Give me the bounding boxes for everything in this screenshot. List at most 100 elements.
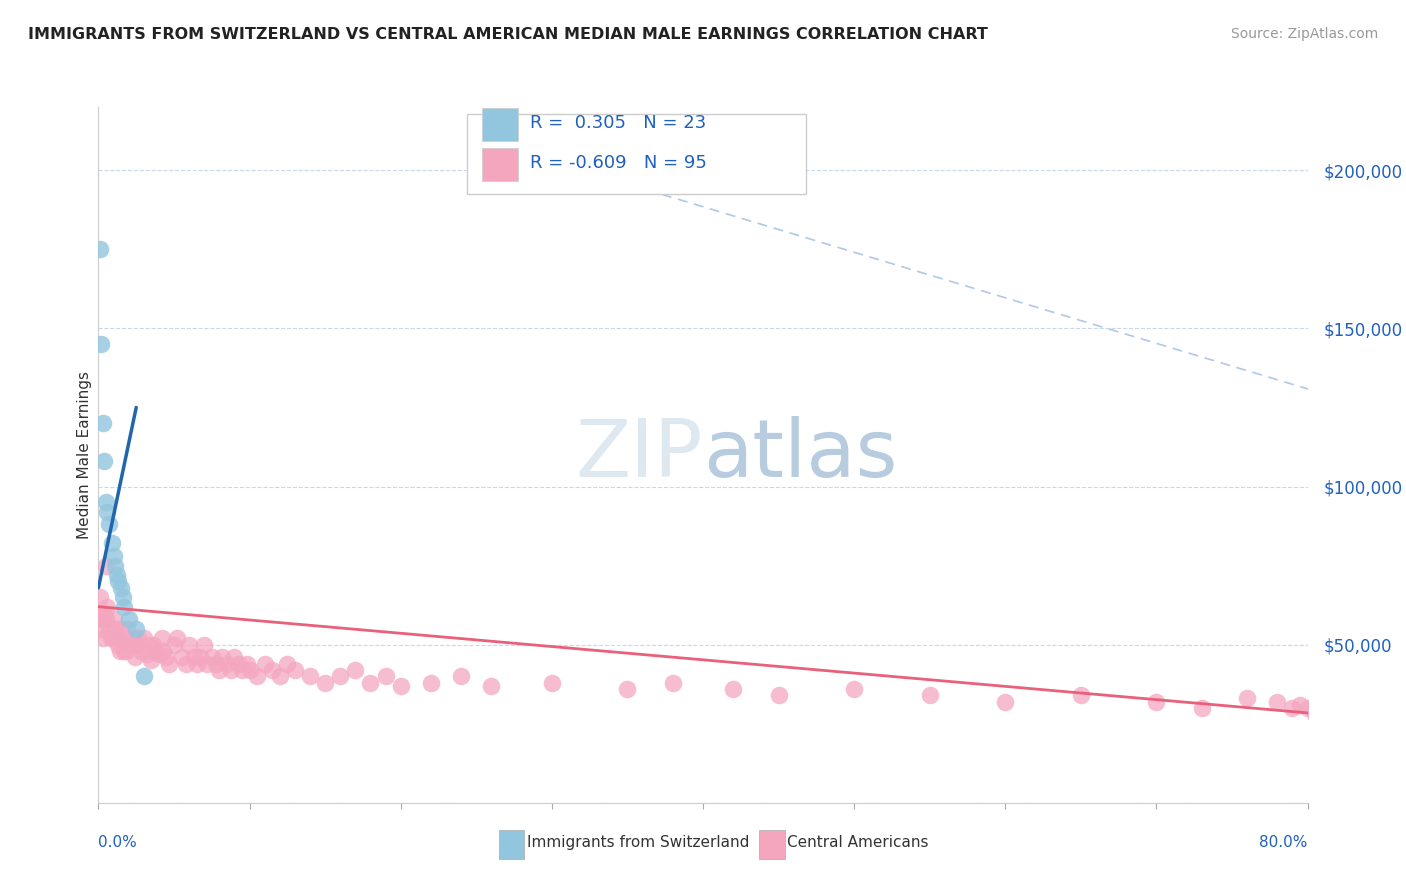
Point	[1281, 701, 1303, 715]
Point	[107, 574, 129, 589]
Point	[768, 688, 790, 702]
Point	[329, 669, 352, 683]
Point	[269, 669, 291, 683]
Point	[110, 581, 132, 595]
Point	[224, 650, 246, 665]
Point	[91, 417, 114, 431]
Point	[183, 650, 205, 665]
Point	[215, 657, 238, 671]
Point	[299, 669, 322, 683]
Point	[145, 644, 167, 658]
Point	[136, 638, 159, 652]
Point	[103, 612, 125, 626]
Point	[481, 679, 503, 693]
Point	[1144, 695, 1167, 709]
Point	[253, 657, 276, 671]
Point	[1191, 701, 1213, 715]
Point	[540, 675, 562, 690]
Point	[96, 599, 118, 614]
Point	[201, 650, 224, 665]
Point	[90, 612, 112, 626]
Point	[389, 679, 412, 693]
Point	[221, 663, 243, 677]
Point	[1265, 695, 1288, 709]
Point	[844, 681, 866, 696]
Point	[159, 657, 181, 671]
Point	[115, 622, 138, 636]
Point	[93, 606, 115, 620]
Point	[90, 622, 112, 636]
Point	[174, 657, 197, 671]
Point	[90, 337, 112, 351]
Point	[205, 657, 228, 671]
Point	[104, 558, 127, 573]
Point	[1303, 707, 1326, 722]
Point	[152, 644, 174, 658]
Point	[98, 517, 121, 532]
Point	[89, 606, 111, 620]
Point	[89, 591, 111, 605]
Point	[89, 243, 111, 257]
Point	[111, 591, 134, 605]
Text: R =  0.305   N = 23: R = 0.305 N = 23	[530, 113, 706, 132]
Point	[132, 669, 155, 683]
Point	[195, 657, 218, 671]
Point	[132, 632, 155, 646]
Point	[100, 632, 122, 646]
Point	[374, 669, 396, 683]
Point	[344, 663, 367, 677]
Point	[118, 638, 141, 652]
Text: Central Americans: Central Americans	[787, 836, 929, 850]
Text: Immigrants from Switzerland: Immigrants from Switzerland	[527, 836, 749, 850]
Point	[94, 612, 117, 626]
Point	[122, 632, 145, 646]
Point	[94, 558, 117, 573]
Point	[101, 632, 124, 646]
Point	[228, 657, 250, 671]
Point	[450, 669, 472, 683]
Point	[91, 632, 114, 646]
FancyBboxPatch shape	[467, 114, 806, 194]
Point	[208, 663, 231, 677]
FancyBboxPatch shape	[482, 108, 517, 142]
Point	[150, 632, 173, 646]
Point	[186, 657, 208, 671]
Point	[125, 622, 148, 636]
Y-axis label: Median Male Earnings: Median Male Earnings	[77, 371, 91, 539]
Point	[125, 638, 148, 652]
Point	[112, 644, 135, 658]
Point	[1289, 698, 1312, 712]
Text: 80.0%: 80.0%	[1260, 836, 1308, 850]
Point	[141, 653, 163, 667]
Text: IMMIGRANTS FROM SWITZERLAND VS CENTRAL AMERICAN MEDIAN MALE EARNINGS CORRELATION: IMMIGRANTS FROM SWITZERLAND VS CENTRAL A…	[28, 27, 988, 42]
Point	[235, 657, 257, 671]
Point	[170, 650, 193, 665]
Point	[193, 638, 215, 652]
Point	[114, 644, 136, 658]
Text: Source: ZipAtlas.com: Source: ZipAtlas.com	[1230, 27, 1378, 41]
Point	[142, 638, 165, 652]
Point	[616, 681, 638, 696]
Point	[163, 638, 186, 652]
Point	[721, 681, 744, 696]
Point	[118, 612, 141, 626]
Point	[108, 644, 131, 658]
Point	[148, 647, 170, 661]
Point	[94, 495, 117, 509]
Point	[262, 663, 284, 677]
Point	[110, 622, 132, 636]
Point	[121, 638, 143, 652]
Point	[918, 688, 941, 702]
Point	[111, 638, 134, 652]
Point	[105, 568, 128, 582]
Text: 0.0%: 0.0%	[98, 836, 138, 850]
Point	[93, 454, 115, 468]
Point	[96, 505, 118, 519]
Point	[231, 663, 253, 677]
Point	[246, 669, 269, 683]
Point	[135, 647, 157, 661]
Point	[1296, 701, 1319, 715]
Point	[1070, 688, 1092, 702]
Text: R = -0.609   N = 95: R = -0.609 N = 95	[530, 153, 707, 171]
FancyBboxPatch shape	[482, 148, 517, 181]
